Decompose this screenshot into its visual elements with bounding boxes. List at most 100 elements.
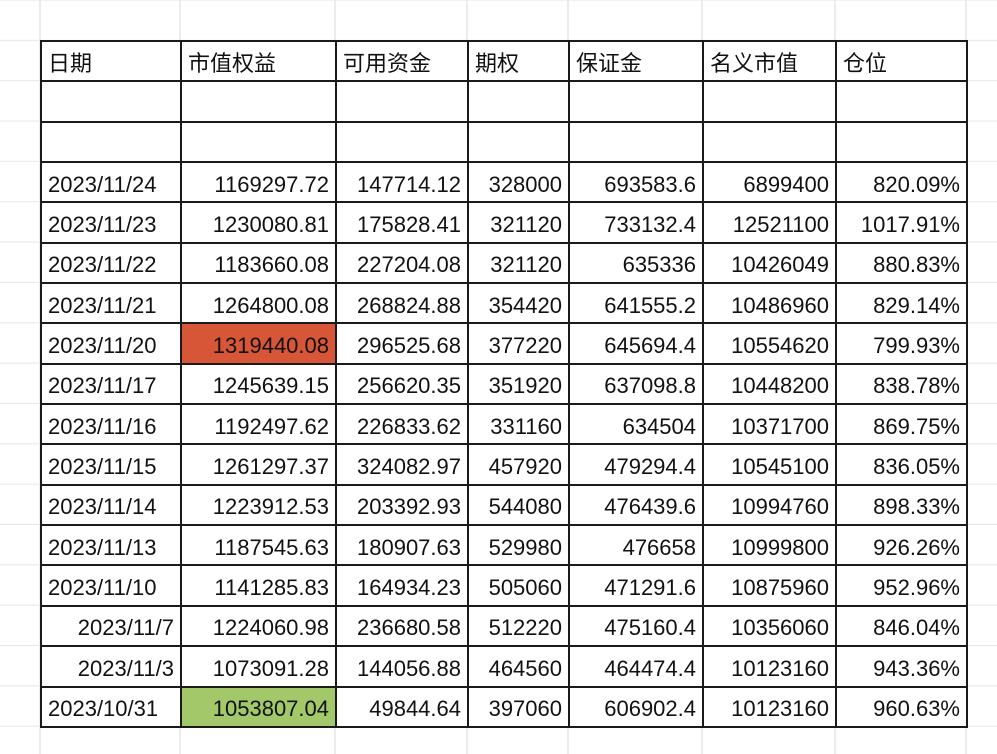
cell-margin[interactable]: 464474.4 xyxy=(568,645,704,688)
cell-notional[interactable]: 6899400 xyxy=(702,161,837,204)
empty-cell[interactable] xyxy=(467,80,570,123)
cell-equity[interactable]: 1073091.28 xyxy=(180,645,337,688)
cell-option[interactable]: 377220 xyxy=(467,322,570,365)
empty-cell[interactable] xyxy=(702,80,837,123)
cell-equity[interactable]: 1264800.08 xyxy=(180,282,337,325)
cell-margin[interactable]: 637098.8 xyxy=(568,362,704,406)
header-cell-margin[interactable]: 保证金 xyxy=(568,39,704,83)
empty-cell[interactable] xyxy=(568,120,704,164)
cell-equity[interactable]: 1230080.81 xyxy=(180,201,337,244)
empty-cell[interactable] xyxy=(40,120,182,164)
cell-date[interactable]: 2023/11/13 xyxy=(40,524,182,567)
cell-option[interactable]: 397060 xyxy=(467,685,570,728)
cell-option[interactable]: 529980 xyxy=(467,524,570,567)
cell-date[interactable]: 2023/11/17 xyxy=(40,362,182,406)
empty-cell[interactable] xyxy=(568,80,704,123)
empty-cell[interactable] xyxy=(40,80,182,123)
cell-position[interactable]: 898.33% xyxy=(835,483,968,527)
cell-position[interactable]: 952.96% xyxy=(835,564,968,607)
cell-margin[interactable]: 641555.2 xyxy=(568,282,704,325)
cell-margin[interactable]: 634504 xyxy=(568,403,704,446)
cell-notional[interactable]: 10486960 xyxy=(702,282,837,325)
cell-option[interactable]: 354420 xyxy=(467,282,570,325)
cell-position[interactable]: 846.04% xyxy=(835,604,968,648)
cell-notional[interactable]: 10554620 xyxy=(702,322,837,365)
header-cell-option[interactable]: 期权 xyxy=(467,39,570,83)
cell-position[interactable]: 960.63% xyxy=(835,685,968,728)
cell-available[interactable]: 49844.64 xyxy=(335,685,469,728)
cell-date[interactable]: 2023/11/23 xyxy=(40,201,182,244)
cell-notional[interactable]: 10123160 xyxy=(702,645,837,688)
cell-position[interactable]: 880.83% xyxy=(835,241,968,285)
cell-margin[interactable]: 606902.4 xyxy=(568,685,704,728)
cell-date[interactable]: 2023/11/10 xyxy=(40,564,182,607)
cell-margin[interactable]: 471291.6 xyxy=(568,564,704,607)
cell-option[interactable]: 321120 xyxy=(467,201,570,244)
cell-date[interactable]: 2023/11/15 xyxy=(40,443,182,486)
cell-date[interactable]: 2023/10/31 xyxy=(40,685,182,728)
cell-notional[interactable]: 10448200 xyxy=(702,362,837,406)
cell-available[interactable]: 175828.41 xyxy=(335,201,469,244)
header-cell-notional[interactable]: 名义市值 xyxy=(702,39,837,83)
cell-equity[interactable]: 1223912.53 xyxy=(180,483,337,527)
cell-equity[interactable]: 1319440.08 xyxy=(180,322,337,365)
cell-position[interactable]: 838.78% xyxy=(835,362,968,406)
cell-date[interactable]: 2023/11/14 xyxy=(40,483,182,527)
cell-option[interactable]: 457920 xyxy=(467,443,570,486)
cell-available[interactable]: 147714.12 xyxy=(335,161,469,204)
cell-equity[interactable]: 1183660.08 xyxy=(180,241,337,285)
cell-notional[interactable]: 10994760 xyxy=(702,483,837,527)
cell-margin[interactable]: 733132.4 xyxy=(568,201,704,244)
empty-cell[interactable] xyxy=(835,80,968,123)
cell-available[interactable]: 256620.35 xyxy=(335,362,469,406)
cell-notional[interactable]: 12521100 xyxy=(702,201,837,244)
empty-cell[interactable] xyxy=(335,80,469,123)
empty-cell[interactable] xyxy=(467,120,570,164)
cell-equity[interactable]: 1224060.98 xyxy=(180,604,337,648)
cell-date[interactable]: 2023/11/22 xyxy=(40,241,182,285)
cell-margin[interactable]: 479294.4 xyxy=(568,443,704,486)
header-cell-position[interactable]: 仓位 xyxy=(835,39,968,83)
cell-option[interactable]: 321120 xyxy=(467,241,570,285)
empty-cell[interactable] xyxy=(180,120,337,164)
header-cell-equity[interactable]: 市值权益 xyxy=(180,39,337,83)
cell-notional[interactable]: 10875960 xyxy=(702,564,837,607)
cell-equity[interactable]: 1141285.83 xyxy=(180,564,337,607)
cell-date[interactable]: 2023/11/20 xyxy=(40,322,182,365)
header-cell-date[interactable]: 日期 xyxy=(40,39,182,83)
cell-available[interactable]: 227204.08 xyxy=(335,241,469,285)
cell-position[interactable]: 820.09% xyxy=(835,161,968,204)
cell-margin[interactable]: 645694.4 xyxy=(568,322,704,365)
cell-equity[interactable]: 1169297.72 xyxy=(180,161,337,204)
header-cell-available[interactable]: 可用资金 xyxy=(335,39,469,83)
cell-position[interactable]: 829.14% xyxy=(835,282,968,325)
cell-option[interactable]: 544080 xyxy=(467,483,570,527)
cell-notional[interactable]: 10356060 xyxy=(702,604,837,648)
cell-notional[interactable]: 10426049 xyxy=(702,241,837,285)
empty-cell[interactable] xyxy=(335,120,469,164)
cell-date[interactable]: 2023/11/7 xyxy=(40,604,182,648)
cell-margin[interactable]: 475160.4 xyxy=(568,604,704,648)
cell-position[interactable]: 869.75% xyxy=(835,403,968,446)
cell-option[interactable]: 328000 xyxy=(467,161,570,204)
cell-option[interactable]: 351920 xyxy=(467,362,570,406)
cell-margin[interactable]: 635336 xyxy=(568,241,704,285)
cell-date[interactable]: 2023/11/21 xyxy=(40,282,182,325)
cell-available[interactable]: 236680.58 xyxy=(335,604,469,648)
cell-position[interactable]: 943.36% xyxy=(835,645,968,688)
cell-equity[interactable]: 1053807.04 xyxy=(180,685,337,728)
empty-cell[interactable] xyxy=(180,80,337,123)
cell-available[interactable]: 164934.23 xyxy=(335,564,469,607)
cell-date[interactable]: 2023/11/16 xyxy=(40,403,182,446)
cell-position[interactable]: 926.26% xyxy=(835,524,968,567)
cell-date[interactable]: 2023/11/24 xyxy=(40,161,182,204)
cell-option[interactable]: 464560 xyxy=(467,645,570,688)
cell-notional[interactable]: 10371700 xyxy=(702,403,837,446)
cell-available[interactable]: 144056.88 xyxy=(335,645,469,688)
cell-equity[interactable]: 1187545.63 xyxy=(180,524,337,567)
cell-equity[interactable]: 1261297.37 xyxy=(180,443,337,486)
cell-margin[interactable]: 693583.6 xyxy=(568,161,704,204)
cell-equity[interactable]: 1245639.15 xyxy=(180,362,337,406)
cell-available[interactable]: 324082.97 xyxy=(335,443,469,486)
empty-cell[interactable] xyxy=(702,120,837,164)
